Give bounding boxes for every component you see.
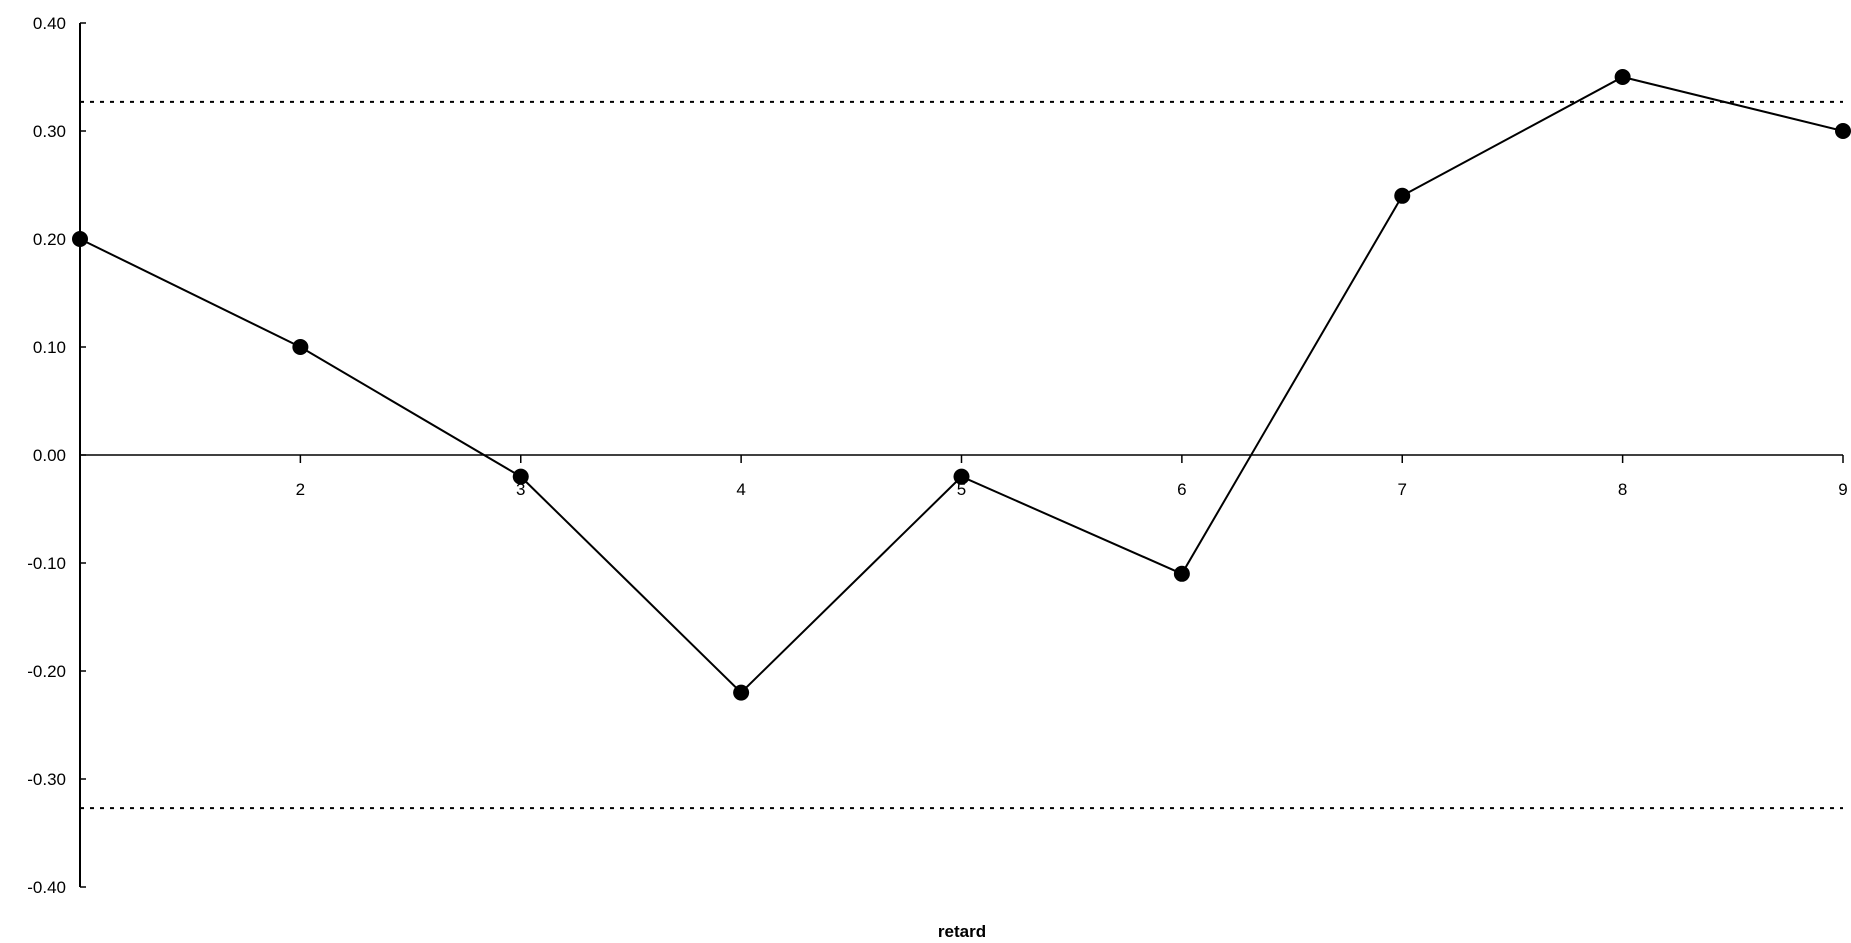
- x-tick-label: 7: [1398, 480, 1407, 499]
- y-tick-label: -0.20: [27, 662, 66, 681]
- series: [72, 69, 1851, 701]
- data-point: [292, 339, 309, 355]
- x-tick-label: 8: [1618, 480, 1627, 499]
- confidence-bounds: [80, 100, 1843, 810]
- y-tick-label: -0.10: [27, 554, 66, 573]
- x-tick-label: 9: [1838, 480, 1847, 499]
- y-tick-label: 0.00: [33, 446, 66, 465]
- data-point: [1614, 69, 1631, 85]
- y-tick-label: 0.10: [33, 338, 66, 357]
- y-tick-label: 0.30: [33, 122, 66, 141]
- y-tick-label: -0.30: [27, 770, 66, 789]
- data-point: [512, 468, 529, 485]
- y-tick-label: 0.20: [33, 230, 66, 249]
- data-point: [1173, 565, 1190, 582]
- x-tick-label: 4: [736, 480, 745, 499]
- x-tick-label: 2: [296, 480, 305, 499]
- y-tick-label: 0.40: [33, 14, 66, 33]
- y-tick-label: -0.40: [27, 878, 66, 897]
- data-point: [733, 684, 750, 701]
- data-point: [72, 231, 88, 247]
- x-tick-label: 6: [1177, 480, 1186, 499]
- data-point: [1394, 187, 1411, 204]
- x-tick-label: 3: [516, 480, 525, 499]
- data-point: [1835, 123, 1851, 139]
- x-tick-label: 5: [957, 480, 966, 499]
- series-line: [79, 75, 1844, 695]
- data-point: [953, 468, 970, 485]
- y-axis: 0.40 0.30 0.20 0.10 0.00 -0.10 -0.20 -0.30 -0.40: [27, 14, 86, 897]
- x-axis-label: retard: [938, 922, 986, 941]
- x-axis: 2 3 4 5 6 7 8 9: [79, 454, 1848, 499]
